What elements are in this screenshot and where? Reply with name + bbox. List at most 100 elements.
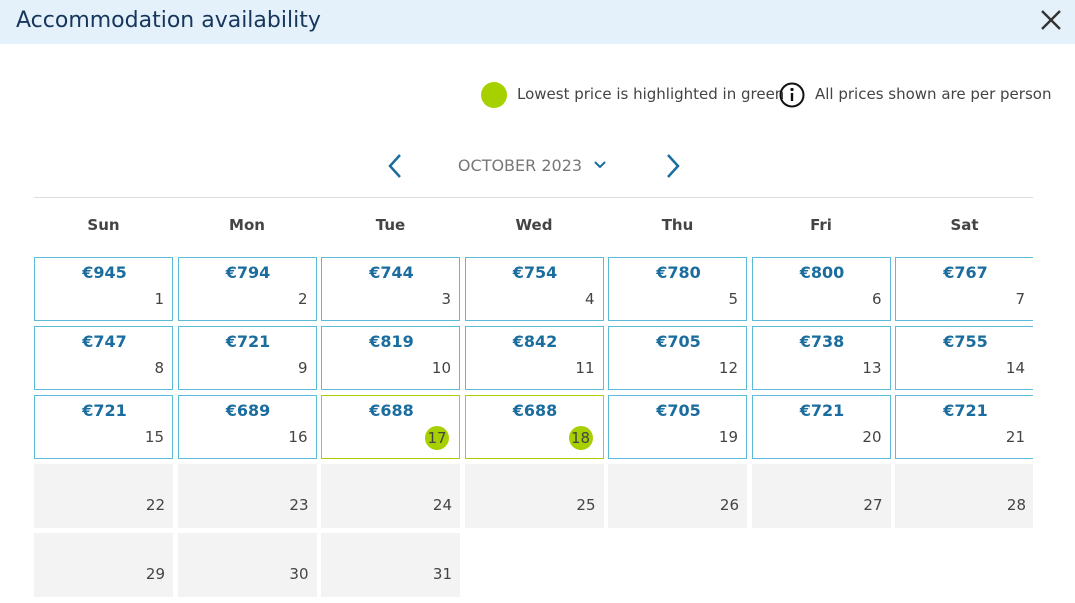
price: €738: [799, 332, 845, 351]
weekday: Sat: [950, 216, 979, 234]
day-cell[interactable]: €689 16: [177, 395, 317, 459]
day-cell: 24: [321, 464, 460, 528]
price: €705: [656, 401, 701, 420]
day-cell[interactable]: €705 12: [608, 326, 747, 390]
price: €688: [369, 401, 414, 420]
day-number: 2: [297, 290, 308, 308]
price: €689: [225, 401, 271, 420]
day-cell[interactable]: €721 15: [34, 395, 173, 459]
weekday: Thu: [661, 216, 694, 234]
day-number: 6: [871, 290, 882, 308]
day-number: 31: [432, 565, 452, 583]
day-number: 24: [432, 496, 452, 514]
day-cell: 31: [321, 533, 460, 597]
day-cell[interactable]: €780 5: [608, 257, 747, 321]
day-cell: 26: [608, 464, 747, 528]
day-cell: 29: [34, 533, 173, 597]
price: €755: [943, 332, 988, 351]
day-cell[interactable]: €738 13: [751, 326, 891, 390]
price: €721: [225, 332, 271, 351]
prev-month[interactable]: [385, 153, 405, 179]
price: €780: [656, 263, 701, 282]
day-number: 9: [297, 359, 308, 377]
day-number: 28: [1006, 496, 1026, 514]
day-cell[interactable]: €747 8: [34, 326, 173, 390]
day-cell[interactable]: €721 9: [177, 326, 317, 390]
day-number: 27: [863, 496, 883, 514]
day-cell: 22: [34, 464, 173, 528]
weekday: Wed: [515, 216, 553, 234]
price: €705: [656, 332, 701, 351]
day-cell: 23: [177, 464, 317, 528]
price: €754: [512, 263, 558, 282]
day-cell[interactable]: €755 14: [895, 326, 1033, 390]
calendar-grid: Sun Mon Tue Wed Thu Fri Sat €945 1 €794 2 €744 3 €754…: [34, 197, 1033, 603]
price: €800: [799, 263, 845, 282]
day-number: 20: [862, 428, 882, 446]
price: €721: [943, 401, 988, 420]
price: €794: [225, 263, 271, 282]
day-number: 5: [728, 290, 738, 308]
day-cell[interactable]: €767 7: [895, 257, 1033, 321]
month-label[interactable]: OCTOBER 2023: [457, 156, 583, 175]
day-cell[interactable]: €945 1: [34, 257, 173, 321]
day-number: 7: [1015, 290, 1025, 308]
day-cell[interactable]: €705 19: [608, 395, 747, 459]
day-number: 1: [154, 290, 164, 308]
day-cell[interactable]: €819 10: [321, 326, 460, 390]
day-number: 13: [862, 359, 882, 377]
day-cell[interactable]: €721 21: [895, 395, 1033, 459]
day-cell[interactable]: €794 2: [177, 257, 317, 321]
day-cell[interactable]: €744 3: [321, 257, 460, 321]
month-dropdown[interactable]: [593, 160, 607, 170]
weekday: Sun: [87, 216, 120, 234]
day-cell[interactable]: €842 11: [464, 326, 604, 390]
day-number: 19: [718, 428, 738, 446]
day-cell[interactable]: €800 6: [751, 257, 891, 321]
price: €945: [82, 263, 127, 282]
day-cell: 30: [177, 533, 317, 597]
day-cell: 27: [751, 464, 891, 528]
day-number: 26: [719, 496, 739, 514]
day-number: 30: [289, 565, 309, 583]
day-cell: 28: [895, 464, 1033, 528]
day-cell[interactable]: €754 4: [464, 257, 604, 321]
day-number: 8: [154, 359, 164, 377]
day-number: 15: [144, 428, 164, 446]
green-dot: [481, 82, 507, 108]
day-number: 14: [1005, 359, 1025, 377]
price: €767: [943, 263, 988, 282]
day-number: 22: [145, 496, 165, 514]
dialog-title: Accommodation availability: [16, 8, 321, 33]
next-month[interactable]: [663, 153, 683, 179]
header: [0, 0, 1075, 44]
price: €721: [82, 401, 127, 420]
price: €721: [799, 401, 845, 420]
day-number: 10: [431, 359, 451, 377]
day-number: 4: [584, 290, 595, 308]
price: €819: [369, 332, 414, 351]
legend-lowest: Lowest price is highlighted in green: [517, 85, 785, 103]
day-number: 3: [441, 290, 451, 308]
day-number: 16: [288, 428, 308, 446]
day-cell[interactable]: €721 20: [751, 395, 891, 459]
day-number: 11: [575, 359, 595, 377]
weekday: Tue: [375, 216, 406, 234]
day-number: 25: [576, 496, 596, 514]
day-number: 23: [289, 496, 309, 514]
day-cell[interactable]: €688 17: [321, 395, 460, 459]
close-button[interactable]: [1039, 8, 1063, 32]
info-icon: [779, 82, 805, 108]
day-number: 12: [718, 359, 738, 377]
weekday: Mon: [229, 216, 265, 234]
day-number: 29: [145, 565, 165, 583]
price: €747: [82, 332, 127, 351]
day-cell[interactable]: €688 18: [464, 395, 604, 459]
price: €688: [512, 401, 558, 420]
day-number: 17: [425, 426, 449, 450]
price: €744: [369, 263, 414, 282]
legend-note: All prices shown are per person: [815, 85, 1052, 103]
price: €842: [512, 332, 558, 351]
day-number: 18: [568, 426, 593, 450]
